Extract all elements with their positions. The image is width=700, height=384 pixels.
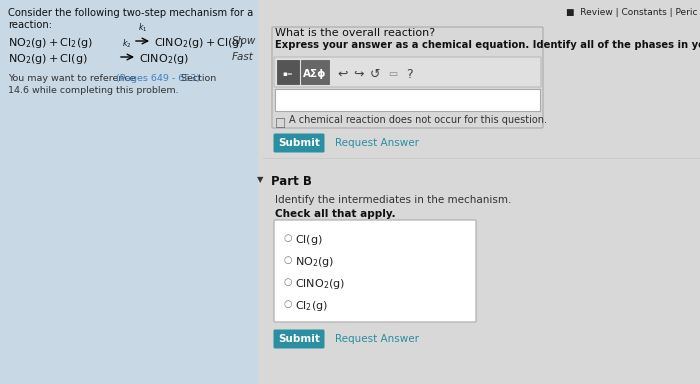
Text: Consider the following two-step mechanism for a: Consider the following two-step mechanis…: [8, 8, 253, 18]
Text: What is the overall reaction?: What is the overall reaction?: [275, 28, 435, 38]
Text: □: □: [275, 116, 286, 129]
Text: $\mathrm{NO_2(g) + Cl_2(g)}$: $\mathrm{NO_2(g) + Cl_2(g)}$: [8, 36, 93, 50]
Text: ■  Review | Constants | Peric: ■ Review | Constants | Peric: [566, 8, 698, 17]
FancyBboxPatch shape: [274, 329, 325, 349]
Text: Submit: Submit: [278, 334, 320, 344]
Text: ↪: ↪: [354, 68, 364, 81]
Text: $\mathrm{ClNO_2(g) + Cl(g)}$: $\mathrm{ClNO_2(g) + Cl(g)}$: [154, 36, 244, 50]
Text: Fast: Fast: [232, 52, 254, 62]
Text: ○: ○: [283, 299, 291, 309]
Text: ▪=: ▪=: [283, 71, 293, 77]
FancyBboxPatch shape: [275, 89, 540, 111]
Text: $\mathrm{Cl(g)}$: $\mathrm{Cl(g)}$: [295, 233, 323, 247]
Text: $\mathrm{ClNO_2(g)}$: $\mathrm{ClNO_2(g)}$: [139, 52, 189, 66]
FancyBboxPatch shape: [274, 57, 541, 87]
Text: Request Answer: Request Answer: [335, 334, 419, 344]
Text: 14.6 while completing this problem.: 14.6 while completing this problem.: [8, 86, 178, 95]
Text: ○: ○: [283, 233, 291, 243]
FancyBboxPatch shape: [274, 220, 476, 322]
Text: Request Answer: Request Answer: [335, 138, 419, 148]
Text: (Pages 649 - 653): (Pages 649 - 653): [116, 74, 200, 83]
FancyBboxPatch shape: [274, 134, 325, 152]
Text: AΣϕ: AΣϕ: [303, 69, 327, 79]
Text: ▭: ▭: [389, 69, 398, 79]
FancyBboxPatch shape: [277, 60, 299, 84]
Text: Slow: Slow: [232, 36, 256, 46]
Text: $k_1$: $k_1$: [138, 22, 147, 34]
Text: Part B: Part B: [271, 175, 312, 188]
Bar: [0, 0, 258, 384]
Text: ↩: ↩: [337, 68, 349, 81]
Text: Express your answer as a chemical equation. Identify all of the phases in your a: Express your answer as a chemical equati…: [275, 40, 700, 50]
Text: Section: Section: [178, 74, 216, 83]
Text: $k_2$: $k_2$: [122, 38, 132, 50]
Text: $\mathrm{ClNO_2(g)}$: $\mathrm{ClNO_2(g)}$: [295, 277, 345, 291]
Text: ?: ?: [406, 68, 412, 81]
Text: Check all that apply.: Check all that apply.: [275, 209, 396, 219]
Text: ↺: ↺: [370, 68, 380, 81]
Text: A chemical reaction does not occur for this question.: A chemical reaction does not occur for t…: [289, 115, 547, 125]
Text: Identify the intermediates in the mechanism.: Identify the intermediates in the mechan…: [275, 195, 512, 205]
Text: ○: ○: [283, 255, 291, 265]
Text: $\mathrm{NO_2(g)}$: $\mathrm{NO_2(g)}$: [295, 255, 335, 269]
Text: You may want to reference: You may want to reference: [8, 74, 139, 83]
Text: ▼: ▼: [257, 175, 263, 184]
Text: $\mathrm{Cl_2(g)}$: $\mathrm{Cl_2(g)}$: [295, 299, 328, 313]
Text: reaction:: reaction:: [8, 20, 52, 30]
Text: ○: ○: [283, 277, 291, 287]
Text: $\mathrm{NO_2(g) + Cl(g)}$: $\mathrm{NO_2(g) + Cl(g)}$: [8, 52, 88, 66]
Text: Submit: Submit: [278, 138, 320, 148]
FancyBboxPatch shape: [301, 60, 329, 84]
